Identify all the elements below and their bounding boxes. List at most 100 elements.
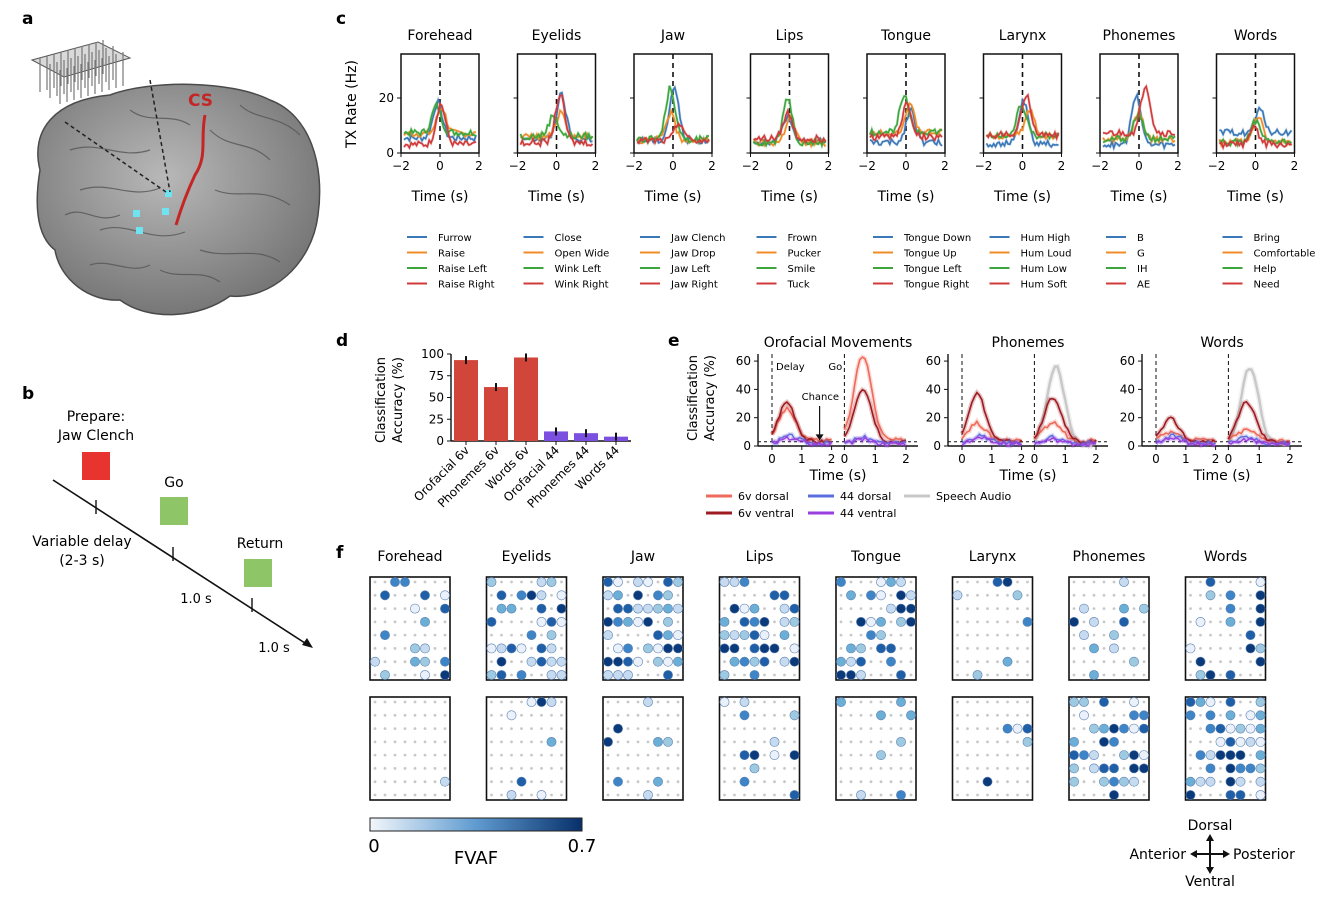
- electrode-inactive: [490, 660, 493, 664]
- electrode-inactive: [433, 793, 437, 797]
- electrode-inactive: [520, 727, 523, 730]
- accuracy-bar: [484, 387, 508, 441]
- firing-rate-trace: [1219, 124, 1292, 150]
- electrode-inactive: [1249, 607, 1252, 610]
- electrode-inactive: [1189, 633, 1192, 637]
- electrode-inactive: [1209, 620, 1212, 624]
- legend-label: Wink Right: [555, 280, 609, 291]
- electrode-inactive: [676, 673, 680, 677]
- electrode-inactive: [1249, 620, 1252, 624]
- electrode-inactive: [986, 633, 989, 637]
- electrode-inactive: [1072, 713, 1076, 717]
- electrode-fvaf: [633, 590, 643, 601]
- firing-rate-trace: [985, 97, 1059, 149]
- electrode-inactive: [1006, 780, 1009, 784]
- electrode-inactive: [899, 713, 903, 717]
- electrode-inactive: [976, 780, 979, 784]
- electrode-inactive: [996, 793, 999, 797]
- electrode-inactive: [373, 607, 377, 610]
- legend-label: Open Wide: [555, 249, 610, 260]
- electrode-inactive: [433, 700, 437, 704]
- electrode-inactive: [626, 593, 630, 597]
- electrode-fvaf: [1225, 617, 1236, 627]
- electrode-fvaf: [506, 603, 517, 614]
- electrode-inactive: [996, 713, 999, 717]
- electrode-inactive: [889, 727, 893, 730]
- electrode-inactive: [733, 767, 736, 770]
- electrode-inactive: [1142, 593, 1146, 597]
- electrode-inactive: [1132, 633, 1136, 637]
- y-tick-label: 40: [926, 382, 941, 396]
- x-tick-label: 0: [1019, 159, 1027, 173]
- electrode-fvaf: [1225, 603, 1236, 614]
- electrode-fvaf: [536, 643, 547, 654]
- electrode-inactive: [956, 713, 959, 717]
- electrode-inactive: [1142, 660, 1146, 664]
- electrode-inactive: [976, 580, 979, 584]
- electrode-fvaf: [1255, 737, 1266, 747]
- electrode-inactive: [733, 593, 736, 597]
- electrode-fvaf: [1255, 603, 1266, 614]
- electrode-inactive: [433, 767, 437, 770]
- electrode-inactive: [443, 753, 447, 757]
- electrode-fvaf: [1139, 750, 1149, 760]
- electrode-fvaf: [1215, 737, 1226, 747]
- electrode-inactive: [636, 700, 640, 704]
- electrode-fvaf: [390, 577, 400, 587]
- electrode-inactive: [423, 713, 427, 717]
- electrode-fvaf: [1185, 776, 1196, 787]
- electrode-fvaf: [1089, 670, 1099, 680]
- electrode-inactive: [793, 740, 796, 744]
- electrode-inactive: [966, 673, 969, 677]
- electrode-fvaf: [1255, 710, 1266, 721]
- dorsal-6v-trace: [1227, 428, 1290, 444]
- electrode-inactive: [500, 633, 503, 637]
- electrode-inactive: [1189, 740, 1192, 744]
- legend-label: 44 ventral: [840, 507, 896, 520]
- electrode-inactive: [656, 793, 660, 797]
- electrode-inactive: [433, 713, 437, 717]
- panel-c-xlabel: Time (s): [527, 189, 585, 205]
- electrode-inactive: [490, 593, 493, 597]
- electrode-fvaf: [739, 776, 750, 787]
- electrode-inactive: [986, 727, 989, 730]
- electrode-inactive: [899, 780, 903, 784]
- electrode-inactive: [383, 793, 387, 797]
- electrode-fvaf: [1099, 723, 1109, 734]
- electrode-fvaf: [556, 590, 567, 601]
- electrode-inactive: [1239, 673, 1242, 677]
- electrode-inactive: [1102, 633, 1106, 637]
- orientation-compass: Dorsal Ventral Anterior Posterior: [1129, 818, 1295, 890]
- electrode-inactive: [1249, 793, 1252, 797]
- electrode-fvaf: [876, 630, 886, 640]
- electrode-inactive: [540, 633, 543, 637]
- electrode-fvaf: [1255, 776, 1266, 787]
- ventral-44-trace: [961, 436, 1022, 447]
- electrode-inactive: [763, 753, 766, 757]
- electrode-inactive: [783, 753, 786, 757]
- electrode-fvaf: [633, 656, 643, 667]
- electrode-fvaf: [1235, 750, 1246, 760]
- electrode-fvaf: [643, 577, 653, 587]
- legend-label: Smile: [788, 264, 816, 275]
- electrode-inactive: [490, 713, 493, 717]
- electrode-inactive: [986, 660, 989, 664]
- electrode-inactive: [656, 620, 660, 624]
- return-duration-label: 1.0 s: [258, 641, 290, 656]
- electrode-inactive: [1016, 767, 1019, 770]
- electrode-inactive: [879, 673, 883, 677]
- electrode-inactive: [443, 767, 447, 770]
- electrode-fvaf: [1225, 710, 1236, 721]
- electrode-inactive: [733, 753, 736, 757]
- electrode-inactive: [1016, 633, 1019, 637]
- electrode-inactive: [443, 620, 447, 624]
- panel-c-xlabel: Time (s): [993, 189, 1051, 205]
- electrode-inactive: [1092, 780, 1096, 784]
- electrode-inactive: [500, 793, 503, 797]
- electrode-fvaf: [789, 617, 800, 627]
- electrode-inactive: [666, 793, 670, 797]
- electrode-inactive: [1072, 580, 1076, 584]
- electrode-array-map: [369, 696, 451, 801]
- electrode-fvaf: [1235, 737, 1246, 747]
